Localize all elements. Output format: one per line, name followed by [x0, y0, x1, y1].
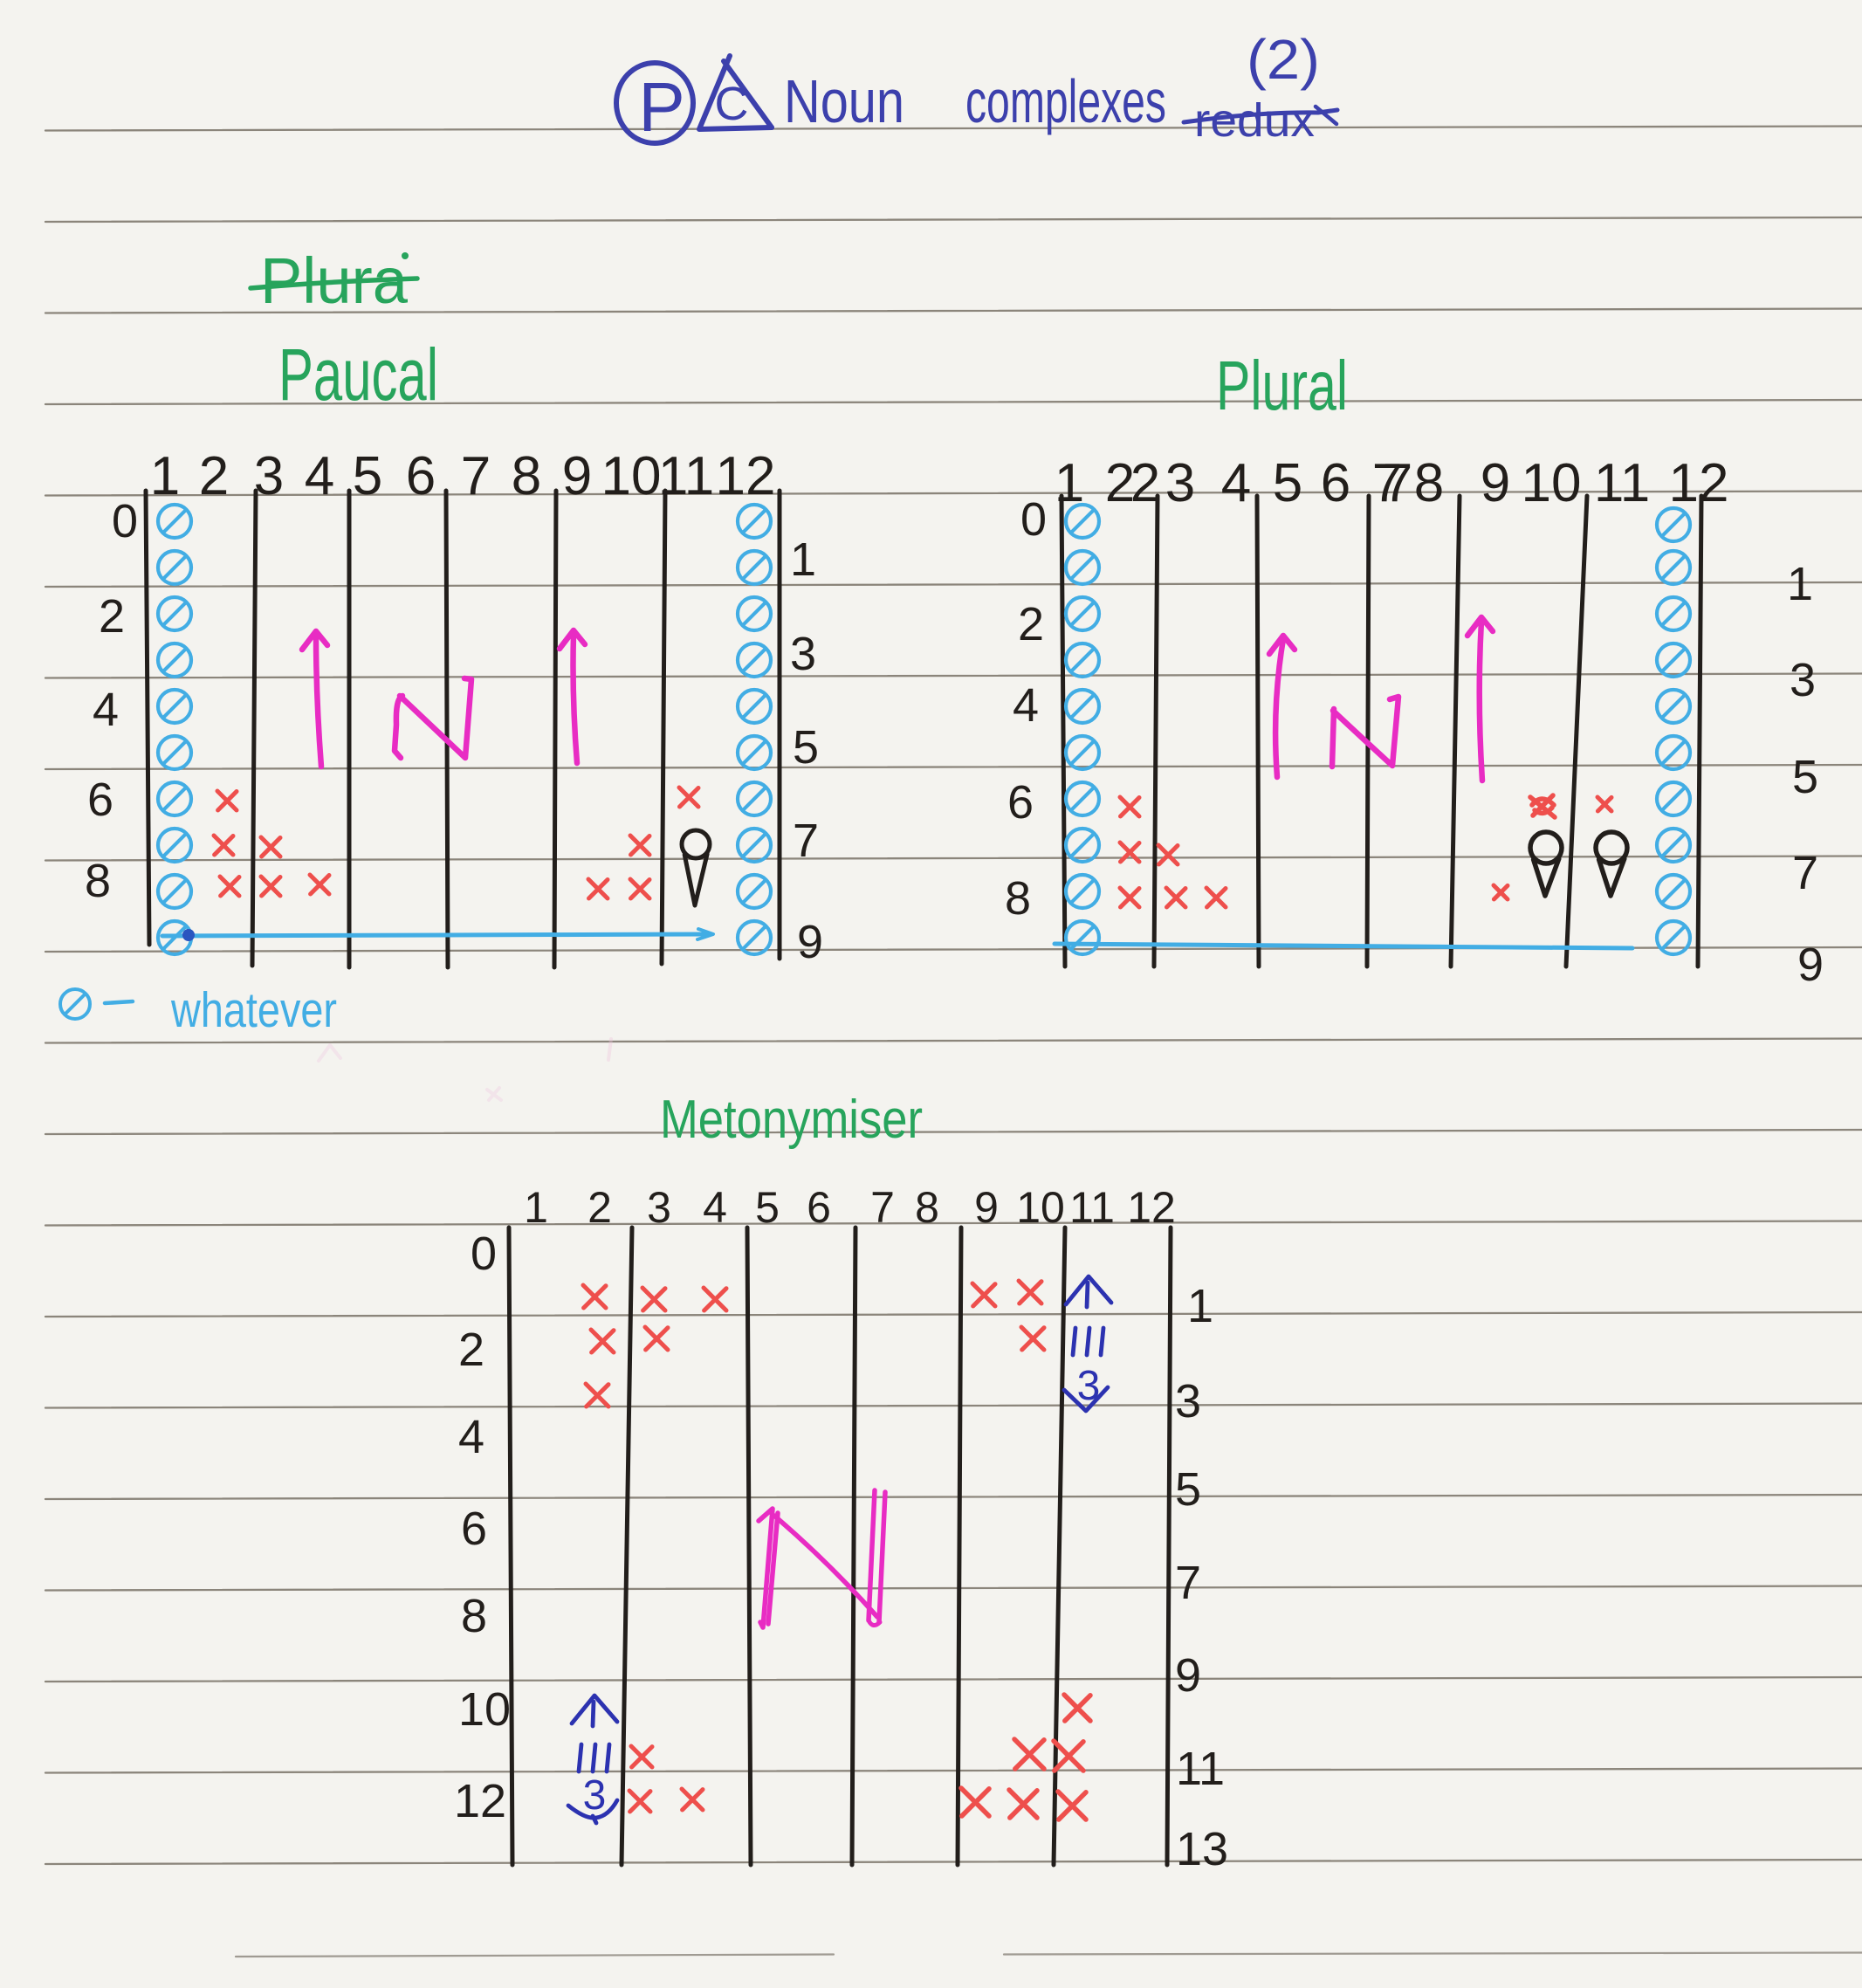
svg-text:8: 8 [85, 855, 111, 907]
svg-text:3: 3 [254, 446, 284, 506]
svg-text:12: 12 [716, 446, 776, 506]
svg-text:C: C [715, 78, 749, 130]
svg-text:4: 4 [93, 684, 119, 736]
svg-text:7: 7 [1175, 1557, 1201, 1609]
svg-text:2: 2 [199, 446, 229, 506]
svg-text:whatever: whatever [170, 982, 337, 1038]
svg-text:6: 6 [807, 1183, 831, 1232]
svg-text:3: 3 [647, 1183, 671, 1232]
svg-text:P: P [638, 68, 684, 146]
svg-text:6: 6 [1321, 453, 1350, 513]
svg-text:11: 11 [658, 446, 714, 506]
svg-text:7: 7 [1792, 847, 1818, 899]
svg-text:1: 1 [790, 533, 816, 586]
svg-text:9: 9 [1175, 1649, 1201, 1702]
svg-text:3: 3 [583, 1772, 607, 1819]
svg-text:6: 6 [461, 1503, 487, 1555]
svg-text:4: 4 [1013, 679, 1039, 732]
svg-text:Noun: Noun [784, 67, 904, 135]
svg-text:1: 1 [150, 446, 180, 506]
svg-text:8: 8 [1005, 872, 1031, 925]
svg-text:3: 3 [1165, 453, 1195, 513]
svg-text:3: 3 [1790, 654, 1816, 706]
svg-text:8: 8 [915, 1183, 939, 1232]
svg-text:4: 4 [703, 1183, 727, 1232]
svg-text:6: 6 [87, 774, 113, 826]
svg-text:5: 5 [793, 721, 819, 774]
svg-text:0: 0 [471, 1228, 497, 1280]
svg-text:7: 7 [793, 815, 819, 867]
svg-text:8: 8 [461, 1590, 487, 1642]
svg-text:8: 8 [1414, 453, 1444, 513]
svg-text:9: 9 [562, 446, 592, 506]
svg-text:7: 7 [870, 1183, 895, 1232]
svg-text:8: 8 [512, 446, 541, 506]
svg-text:9: 9 [1481, 453, 1510, 513]
svg-text:11: 11 [1069, 1183, 1115, 1232]
svg-text:5: 5 [1792, 751, 1818, 803]
svg-text:2: 2 [1105, 453, 1135, 513]
svg-text:Plural: Plural [1216, 347, 1348, 424]
svg-text:7: 7 [461, 446, 491, 506]
svg-text:4: 4 [458, 1411, 484, 1463]
svg-text:2: 2 [587, 1183, 612, 1232]
svg-text:0: 0 [1020, 493, 1047, 546]
svg-text:Paucal: Paucal [278, 334, 438, 416]
svg-text:11: 11 [1176, 1743, 1225, 1795]
svg-text:4: 4 [1221, 453, 1251, 513]
svg-text:10: 10 [1522, 453, 1582, 513]
svg-text:9: 9 [974, 1183, 999, 1232]
svg-text:4: 4 [305, 446, 334, 506]
svg-text:5: 5 [353, 446, 382, 506]
svg-text:5: 5 [1175, 1463, 1201, 1516]
svg-text:2: 2 [99, 590, 125, 643]
svg-text:12: 12 [1669, 453, 1729, 513]
svg-text:10: 10 [458, 1683, 511, 1736]
svg-text:9: 9 [1797, 939, 1824, 991]
svg-text:Metonymiser: Metonymiser [660, 1090, 923, 1150]
svg-text:12: 12 [1127, 1183, 1176, 1232]
svg-text:2: 2 [1130, 453, 1160, 513]
svg-text:0: 0 [112, 495, 138, 547]
svg-text:13: 13 [1176, 1823, 1228, 1875]
svg-text:1: 1 [1187, 1280, 1213, 1332]
svg-text:3: 3 [1175, 1375, 1201, 1427]
svg-text:6: 6 [1007, 776, 1034, 829]
svg-text:6: 6 [406, 446, 436, 506]
svg-text:7: 7 [1383, 453, 1412, 513]
svg-text:complexes: complexes [965, 67, 1166, 135]
svg-text:10: 10 [1016, 1183, 1065, 1232]
svg-text:5: 5 [755, 1183, 780, 1232]
svg-text:10: 10 [601, 446, 662, 506]
svg-text:7: 7 [1372, 453, 1402, 513]
svg-text:2: 2 [1018, 598, 1044, 650]
svg-text:12: 12 [454, 1775, 506, 1827]
svg-text:1: 1 [1787, 558, 1813, 610]
svg-text:(2): (2) [1247, 28, 1320, 91]
svg-text:5: 5 [1273, 453, 1302, 513]
svg-text:9: 9 [797, 916, 823, 968]
svg-text:3: 3 [790, 628, 816, 680]
svg-text:11: 11 [1594, 453, 1650, 513]
svg-text:2: 2 [458, 1324, 484, 1376]
svg-text:1: 1 [524, 1183, 548, 1232]
